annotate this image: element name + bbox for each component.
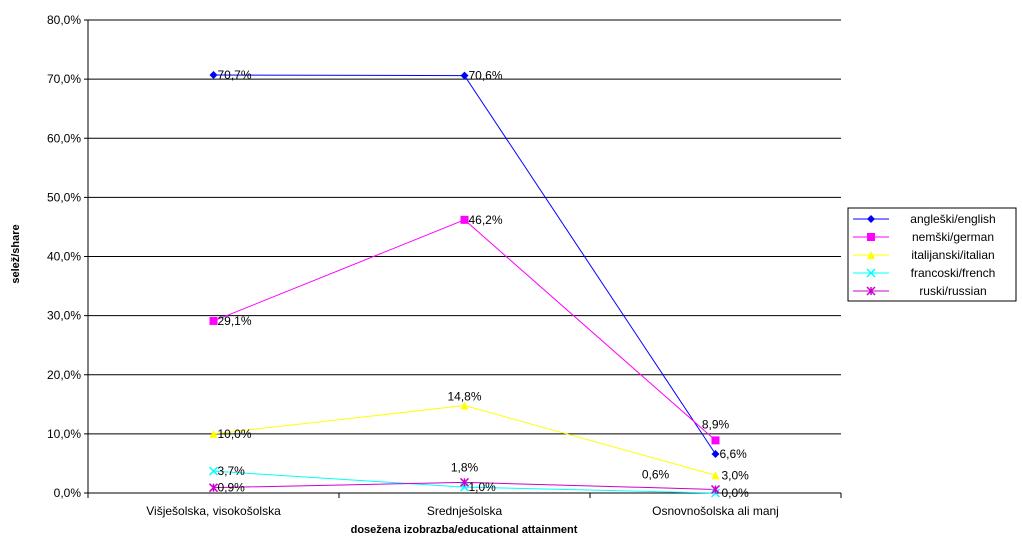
data-point — [711, 436, 720, 445]
data-point — [209, 70, 218, 79]
legend-item-label: nemški/german — [912, 230, 994, 244]
legend-marker — [866, 286, 876, 296]
data-point — [711, 449, 720, 458]
y-axis-title: selež/share — [10, 224, 22, 283]
y-tick-label: 20,0% — [47, 368, 81, 382]
data-point — [711, 471, 720, 480]
data-point — [459, 477, 470, 487]
series-markers — [208, 70, 721, 498]
legend-marker — [867, 251, 875, 259]
data-label: 10,0% — [218, 427, 252, 441]
x-axis-title: dosežena izobrazba/educational attainmen… — [351, 524, 578, 536]
series-lines — [213, 74, 716, 494]
legend-marker — [867, 233, 875, 241]
data-point — [460, 215, 469, 224]
x-tick-label: Višješolska, visokošolska — [146, 504, 281, 518]
x-tick-label: Osnovnošolska ali manj — [652, 504, 779, 518]
x-tick-label: Srednješolska — [427, 504, 503, 518]
data-label: 0,9% — [218, 481, 246, 495]
data-label: 8,9% — [702, 417, 730, 431]
data-label: 3,7% — [218, 464, 246, 478]
data-labels: 70,7% 70,6% 6,6% 29,1% 46,2% 8,9% 10,0% 14,8% 3,… — [218, 68, 750, 500]
legend-item-label: francoski/french — [911, 266, 996, 280]
data-point — [460, 401, 469, 410]
data-point — [460, 71, 469, 80]
data-label: 3,0% — [722, 468, 750, 482]
y-tick-label: 30,0% — [47, 309, 81, 323]
data-label: 70,7% — [218, 68, 252, 82]
data-label: 70,6% — [469, 69, 503, 83]
data-label: 1,0% — [469, 480, 497, 494]
data-label: 29,1% — [218, 314, 252, 328]
data-label: 46,2% — [469, 213, 503, 227]
data-label: 6,6% — [720, 447, 748, 461]
data-point — [209, 429, 218, 438]
x-axis-ticks: Višješolska, visokošolska Srednješolska Os… — [87, 493, 842, 518]
y-tick-label: 60,0% — [47, 131, 81, 145]
data-label: 14,8% — [447, 389, 481, 403]
y-axis-ticks: 0,0% 10,0% 20,0% 30,0% 40,0% 50,0% 60,0% 70,0% 8… — [47, 13, 88, 500]
y-tick-label: 40,0% — [47, 250, 81, 264]
data-label: 0,0% — [722, 486, 750, 500]
data-point — [710, 484, 721, 494]
data-label: 0,6% — [642, 467, 670, 481]
legend-marker — [866, 268, 876, 278]
y-tick-label: 50,0% — [47, 190, 81, 204]
y-tick-label: 0,0% — [54, 486, 82, 500]
data-point — [208, 483, 219, 493]
y-tick-label: 10,0% — [47, 427, 81, 441]
data-label: 1,8% — [451, 460, 479, 474]
legend-item-label: ruski/russian — [919, 284, 986, 298]
y-tick-label: 80,0% — [47, 13, 81, 27]
legend-marker — [867, 215, 875, 223]
y-tick-label: 70,0% — [47, 72, 81, 86]
data-point — [208, 466, 219, 476]
legend-item-label: italijanski/italian — [911, 248, 994, 262]
legend: angleški/english nemški/german italijanski… — [847, 207, 1017, 302]
data-point — [209, 316, 218, 325]
legend-item-label: angleški/english — [910, 212, 995, 226]
